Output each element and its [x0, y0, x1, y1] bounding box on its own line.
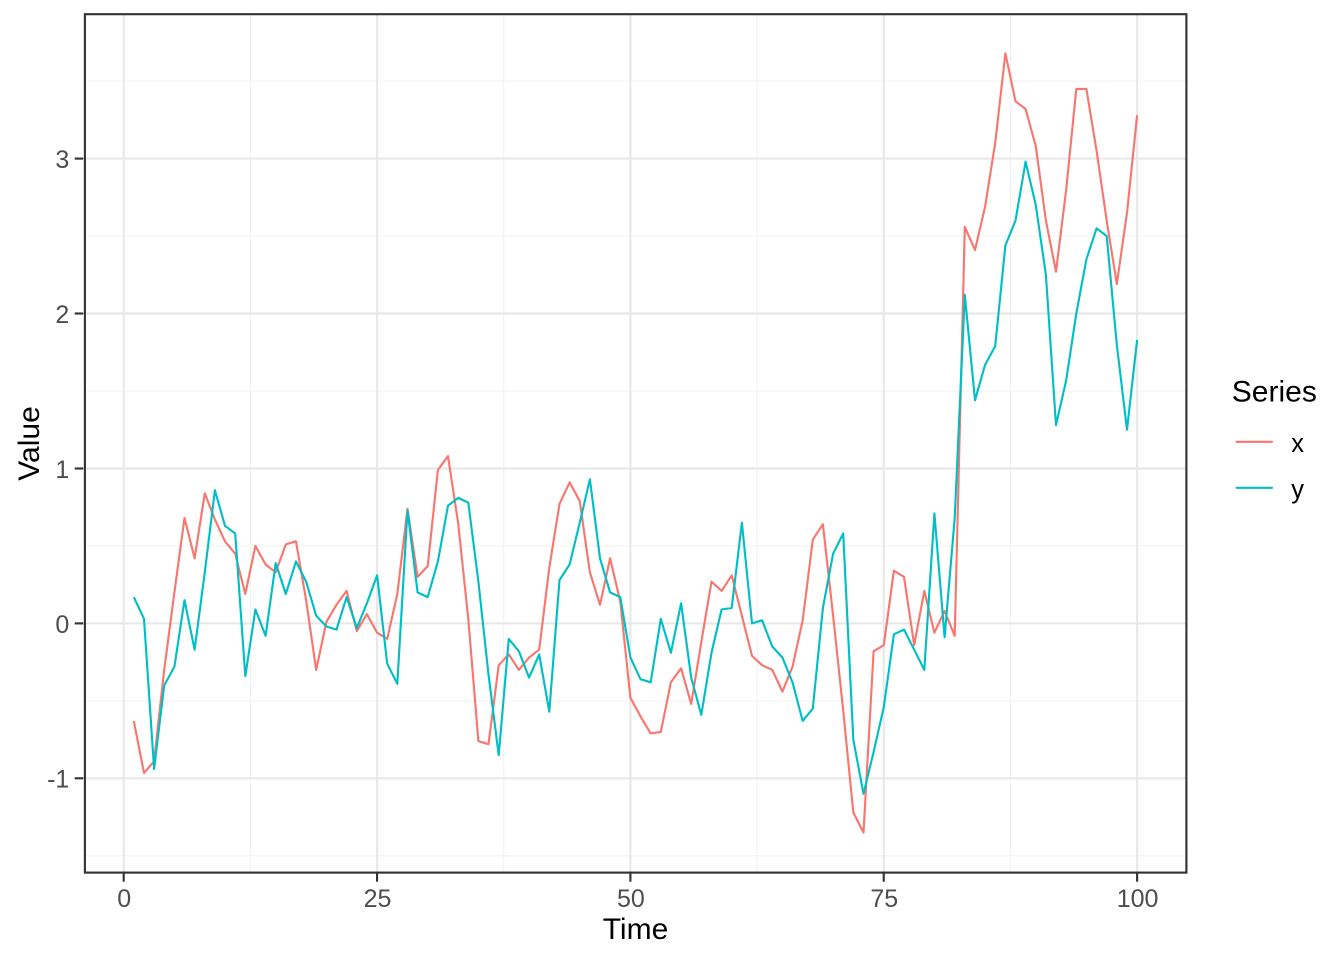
svg-text:75: 75	[870, 885, 898, 913]
svg-text:y: y	[1291, 476, 1304, 504]
svg-text:0: 0	[55, 611, 69, 639]
svg-text:x: x	[1291, 430, 1304, 458]
svg-text:Value: Value	[13, 406, 46, 481]
svg-text:Time: Time	[603, 913, 669, 946]
svg-text:3: 3	[55, 146, 69, 174]
svg-text:1: 1	[55, 456, 69, 484]
svg-text:25: 25	[364, 885, 392, 913]
svg-text:0: 0	[117, 885, 131, 913]
svg-text:50: 50	[617, 885, 645, 913]
svg-text:-1: -1	[47, 766, 69, 794]
svg-text:100: 100	[1117, 885, 1159, 913]
svg-text:2: 2	[55, 301, 69, 329]
svg-text:Series: Series	[1232, 375, 1317, 408]
